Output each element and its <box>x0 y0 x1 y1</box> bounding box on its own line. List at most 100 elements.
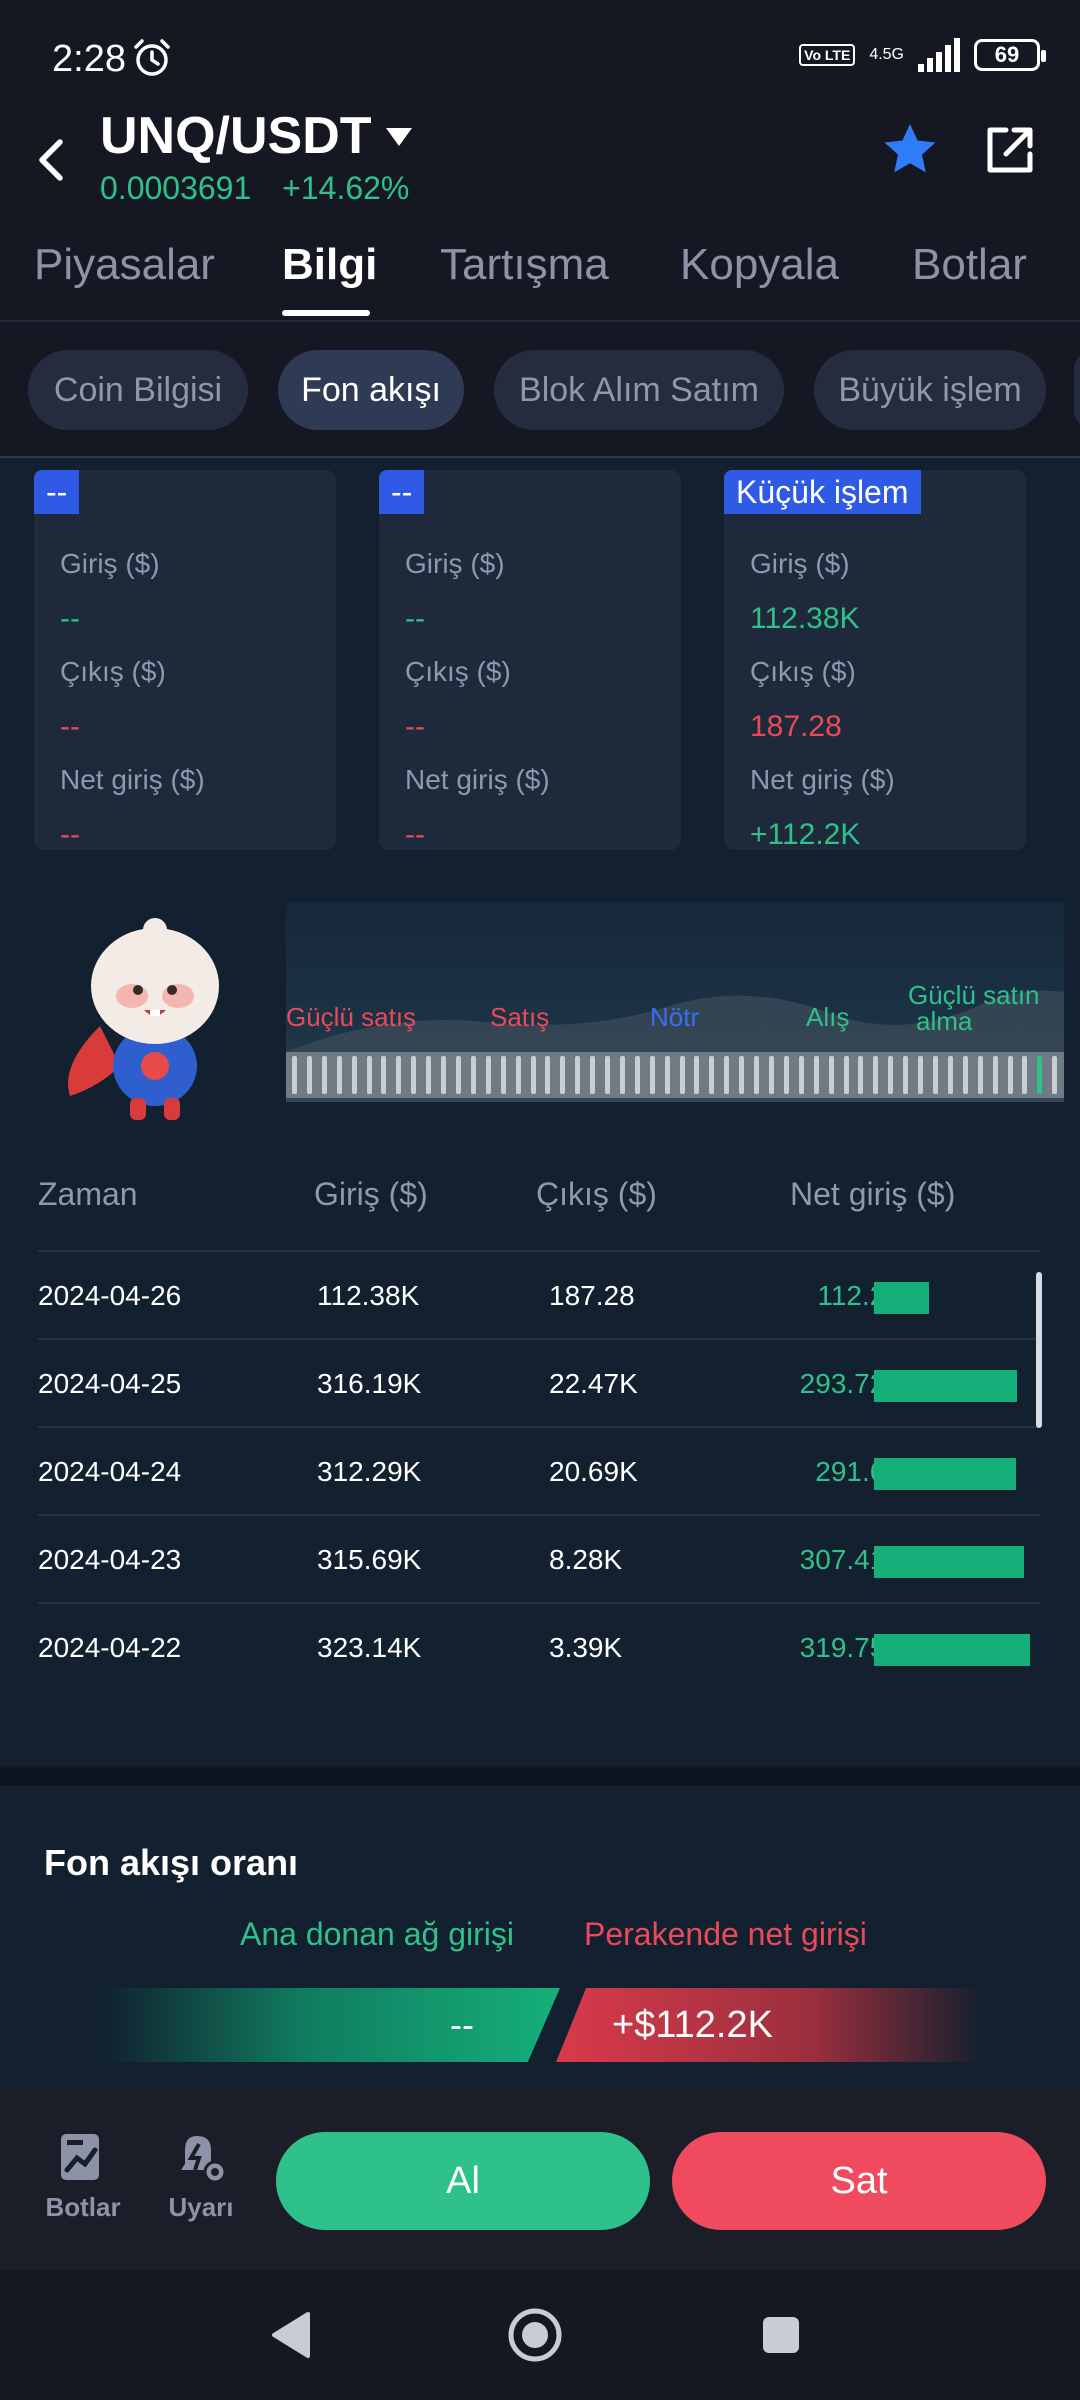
sentiment-tick <box>962 1056 968 1094</box>
sentiment-tick <box>575 1056 581 1094</box>
chip-overflow[interactable] <box>1074 350 1080 430</box>
back-arrow-icon[interactable] <box>30 130 70 190</box>
sentiment-tick <box>500 1056 506 1094</box>
tab-markets[interactable]: Piyasalar <box>34 240 215 289</box>
price-row: 0.0003691 +14.62% <box>100 170 431 207</box>
battery-icon: 69 <box>974 39 1046 71</box>
table-scrollbar[interactable] <box>1036 1272 1042 1428</box>
bots-label: Botlar <box>45 2192 121 2222</box>
sentiment-tick <box>813 1056 819 1094</box>
sentiment-tick <box>545 1056 551 1094</box>
sentiment-tick <box>724 1056 730 1094</box>
sentiment-tick <box>396 1056 402 1094</box>
sentiment-tick <box>441 1056 447 1094</box>
network-type: 4.5G <box>869 46 904 63</box>
nav-back-icon[interactable] <box>268 2310 314 2360</box>
sentiment-tick <box>292 1056 297 1094</box>
net-inflow-bar <box>874 1370 1017 1402</box>
pair-title[interactable]: UNQ/USDT <box>100 107 372 165</box>
sentiment-tick <box>664 1056 670 1094</box>
col-time: Zaman <box>38 1176 138 1212</box>
row-date: 2024-04-24 <box>38 1456 182 1487</box>
table-row: 2024-04-22 323.14K 3.39K 319.75K <box>38 1602 1040 1690</box>
outflow-label: Çıkış ($) <box>60 656 166 687</box>
sentiment-strong-buy: Güçlü satın <box>908 980 1040 1010</box>
chip-large-trade[interactable]: Büyük işlem <box>814 350 1046 430</box>
row-outflow: 22.47K <box>549 1368 638 1399</box>
pair-header: UNQ/USDT 0.0003691 +14.62% <box>0 100 1080 220</box>
tab-bots[interactable]: Botlar <box>912 240 1027 289</box>
net-label: Net giriş ($) <box>405 764 550 795</box>
mascot-icon <box>68 918 219 1120</box>
inflow-value: 112.38K <box>750 602 860 635</box>
alerts-button[interactable]: Uyarı <box>156 2132 246 2223</box>
signal-icon <box>918 38 960 72</box>
caret-down-icon[interactable] <box>384 124 414 150</box>
sentiment-tick <box>1007 1056 1013 1094</box>
favorite-star-icon[interactable] <box>880 120 940 180</box>
sentiment-tick <box>843 1056 849 1094</box>
inflow-label: Giriş ($) <box>60 548 160 579</box>
share-external-icon[interactable] <box>982 122 1038 178</box>
sentiment-tick <box>455 1056 461 1094</box>
tab-info[interactable]: Bilgi <box>282 240 378 289</box>
row-inflow: 323.14K <box>317 1632 422 1663</box>
retail-inflow-value: +$112.2K <box>612 2004 773 2046</box>
sentiment-strong-buy-line2: alma <box>916 1006 973 1036</box>
table-row: 2024-04-26 112.38K 187.28 112.2K <box>38 1250 1040 1338</box>
inflow-value: -- <box>60 602 80 635</box>
bots-button[interactable]: Botlar <box>38 2132 128 2223</box>
alert-bell-gear-icon <box>181 2136 227 2184</box>
system-nav-bar <box>0 2270 1080 2400</box>
sentiment-tick <box>918 1056 924 1094</box>
chip-coin-info[interactable]: Coin Bilgisi <box>28 350 248 430</box>
nav-home-icon[interactable] <box>506 2306 564 2364</box>
active-tab-indicator <box>282 310 370 316</box>
row-inflow: 315.69K <box>317 1544 422 1575</box>
main-inflow-legend: Ana donan ağ girişi <box>240 1916 514 1952</box>
sentiment-tick <box>798 1056 804 1094</box>
sentiment-tick <box>649 1056 655 1094</box>
table-row: 2024-04-24 312.29K 20.69K 291.6K <box>38 1426 1040 1514</box>
chip-fund-flow[interactable]: Fon akışı <box>278 350 464 430</box>
net-value: -- <box>405 818 425 851</box>
main-inflow-value: -- <box>450 2004 474 2045</box>
sentiment-tick <box>306 1056 312 1094</box>
tab-discussion[interactable]: Tartışma <box>440 240 609 289</box>
sentiment-tick <box>1037 1056 1043 1094</box>
sentiment-strong-sell: Güçlü satış <box>286 1002 417 1032</box>
sentiment-tick <box>888 1056 894 1094</box>
card-tag: Küçük işlem <box>724 470 921 514</box>
net-inflow-bar <box>874 1634 1030 1666</box>
sentiment-tick <box>634 1056 640 1094</box>
table-row: 2024-04-25 316.19K 22.47K 293.72K <box>38 1338 1040 1426</box>
sentiment-tick <box>783 1056 789 1094</box>
sentiment-tick <box>977 1056 983 1094</box>
sell-button[interactable]: Sat <box>672 2132 1046 2230</box>
alerts-label: Uyarı <box>168 2192 234 2222</box>
net-inflow-bar <box>874 1458 1016 1490</box>
volte-badge: Vo LTE <box>799 44 856 66</box>
inflow-label: Giriş ($) <box>405 548 505 579</box>
row-date: 2024-04-25 <box>38 1368 182 1399</box>
nav-recents-icon[interactable] <box>760 2314 802 2356</box>
buy-button[interactable]: Al <box>276 2132 650 2230</box>
card-tag: -- <box>379 470 425 514</box>
flow-card-small-trade: Küçük işlem Giriş ($) 112.38K Çıkış ($) … <box>724 470 1026 851</box>
sentiment-tick <box>411 1056 417 1094</box>
tab-copy[interactable]: Kopyala <box>680 240 840 289</box>
row-inflow: 312.29K <box>317 1456 422 1487</box>
retail-inflow-legend: Perakende net girişi <box>584 1916 867 1952</box>
chip-block-trade[interactable]: Blok Alım Satım <box>494 350 784 430</box>
sentiment-scale <box>286 1052 1064 1098</box>
status-time: 2:28 <box>52 38 126 80</box>
net-label: Net giriş ($) <box>750 764 895 795</box>
col-net-inflow: Net giriş ($) <box>790 1176 956 1212</box>
sentiment-tick <box>947 1056 953 1094</box>
outflow-value: -- <box>405 710 425 743</box>
main-inflow-bar <box>100 1988 560 2062</box>
row-date: 2024-04-23 <box>38 1544 182 1575</box>
sentiment-tick <box>992 1056 998 1094</box>
table-row: 2024-04-23 315.69K 8.28K 307.41K <box>38 1514 1040 1602</box>
sentiment-tick <box>605 1056 611 1094</box>
